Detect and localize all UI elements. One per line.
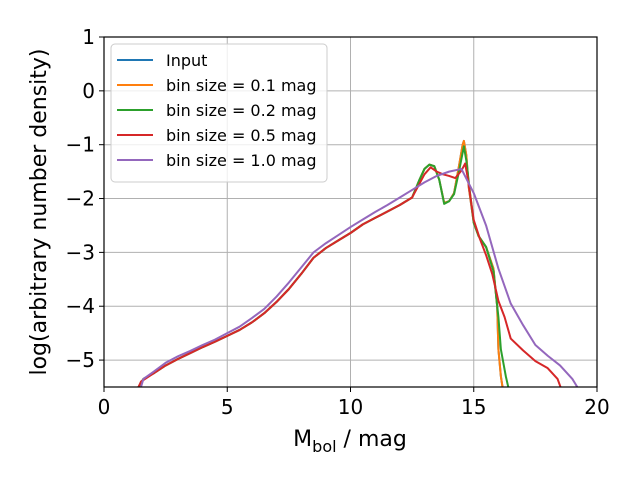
legend-label: bin size = 0.5 mag bbox=[166, 126, 317, 145]
y-tick-label: −4 bbox=[66, 294, 95, 318]
y-tick-label: 0 bbox=[82, 79, 95, 103]
x-tick-label: 15 bbox=[461, 395, 486, 419]
x-tick-label: 20 bbox=[584, 395, 609, 419]
legend-label: Input bbox=[166, 51, 207, 70]
x-axis-label-main: M bbox=[293, 427, 312, 452]
legend-label: bin size = 1.0 mag bbox=[166, 151, 317, 170]
series-line bbox=[140, 167, 579, 387]
x-tick-label: 10 bbox=[338, 395, 363, 419]
x-axis-label-subscript: bol bbox=[312, 437, 336, 456]
y-tick-label: 1 bbox=[82, 25, 95, 49]
legend: Input bin size = 0.1 mag bin size = 0.2 ma… bbox=[110, 43, 328, 183]
legend-label: bin size = 0.2 mag bbox=[166, 101, 317, 120]
y-axis: 1 0 −1 −2 −3 −4 −5 bbox=[66, 25, 104, 372]
y-tick-label: −5 bbox=[66, 348, 95, 372]
y-tick-label: −1 bbox=[66, 133, 95, 157]
x-tick-label: 0 bbox=[98, 395, 111, 419]
x-axis: 0 5 10 15 20 bbox=[98, 387, 610, 419]
x-axis-label: Mbol / mag bbox=[293, 427, 407, 456]
y-tick-label: −2 bbox=[66, 187, 95, 211]
x-tick-label: 5 bbox=[221, 395, 234, 419]
y-axis-label: log(arbitrary number density) bbox=[27, 48, 52, 375]
legend-label: bin size = 0.1 mag bbox=[166, 76, 317, 95]
series-lines bbox=[137, 139, 579, 387]
x-axis-label-unit: / mag bbox=[337, 427, 407, 452]
legend-box bbox=[110, 43, 328, 183]
y-tick-label: −3 bbox=[66, 240, 95, 264]
series-line bbox=[137, 162, 562, 387]
